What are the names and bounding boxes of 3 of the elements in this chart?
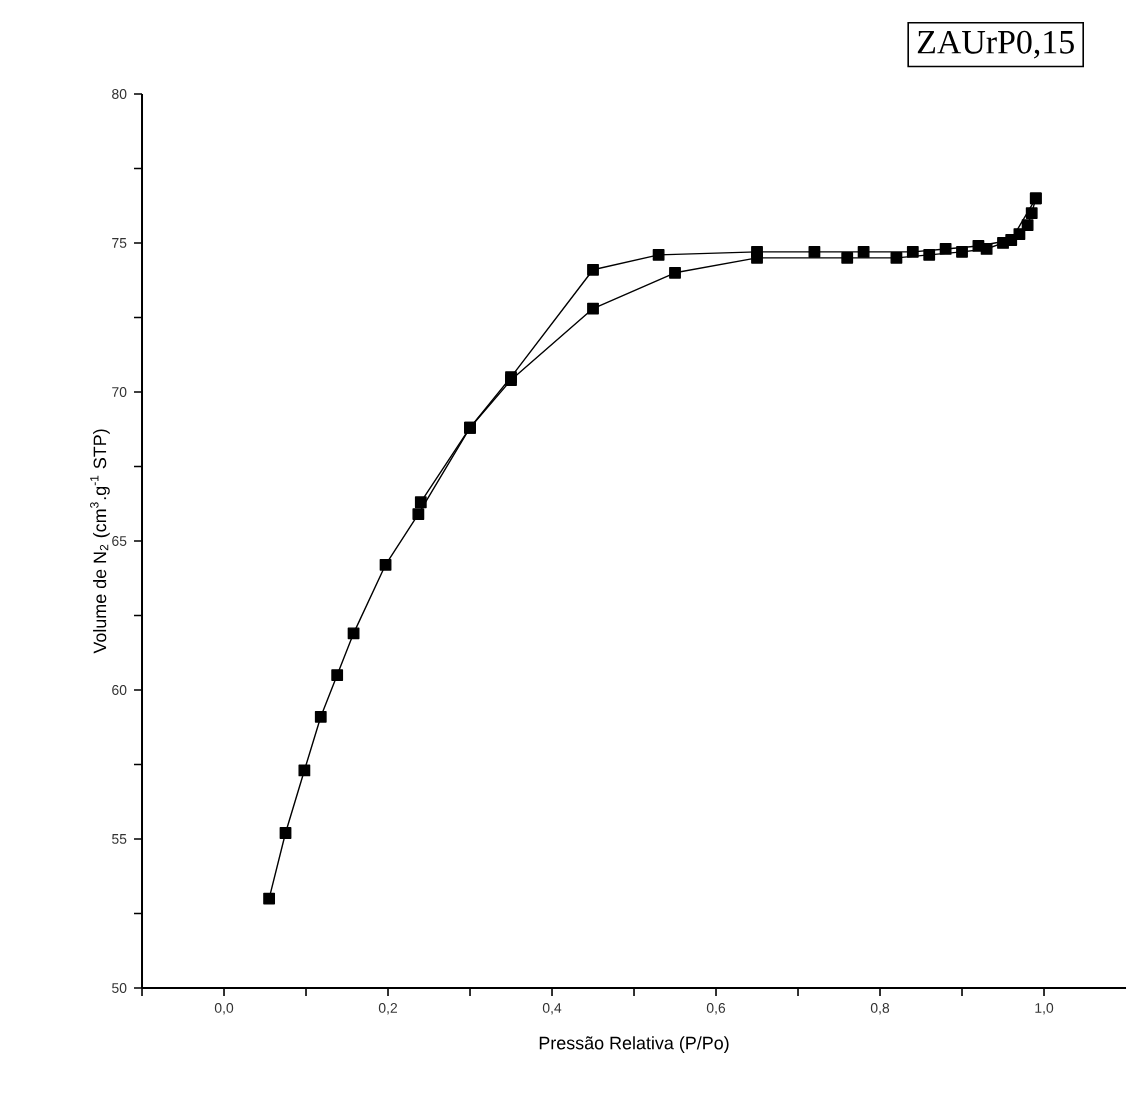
x-axis-title: Pressão Relativa (P/Po) <box>539 1036 729 1053</box>
y-axis-title: Volume de N$_{2}$ (cm$^{3}$.g$^{-1}$ STP) <box>90 429 110 654</box>
text: ZAUrP0,15 <box>917 30 1074 59</box>
